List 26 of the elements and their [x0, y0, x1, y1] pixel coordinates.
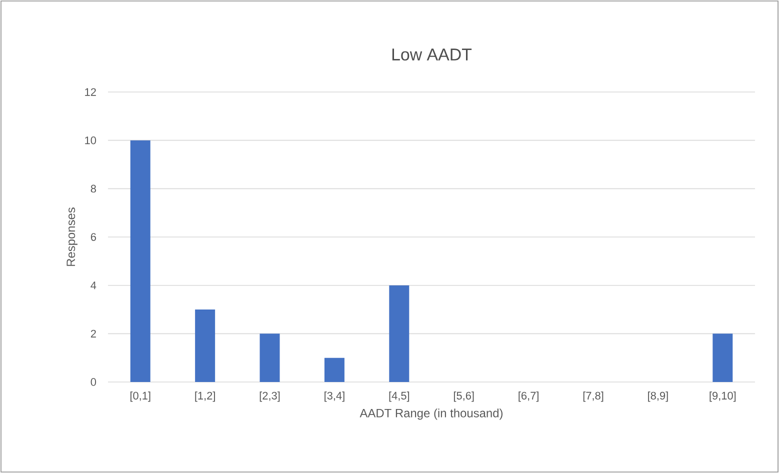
x-tick-label: [5,6]	[454, 392, 474, 402]
x-axis-title: AADT Range (in thousand)	[360, 408, 502, 420]
x-tick-label: [2,3]	[260, 392, 280, 402]
chart-title: Low AADT	[392, 48, 472, 61]
x-tick-label: [7,8]	[583, 392, 604, 402]
x-tick-label: [4,5]	[389, 392, 410, 402]
y-tick-label: 8	[90, 184, 96, 193]
y-axis-title: Responses	[66, 208, 78, 266]
x-tick-label: [0,1]	[130, 392, 150, 402]
y-tick-label: 10	[85, 136, 96, 144]
y-tick-label: 12	[85, 88, 96, 96]
bar	[712, 334, 733, 382]
x-tick-label: [8,9]	[648, 392, 668, 402]
y-tick-label: 2	[90, 330, 96, 338]
bar	[130, 140, 150, 382]
bar	[260, 334, 280, 382]
y-tick-label: 4	[90, 282, 96, 290]
x-tick-label: [3,4]	[324, 392, 344, 402]
x-tick-label: [6,7]	[518, 392, 538, 402]
bar	[195, 310, 216, 382]
bar	[324, 358, 344, 382]
y-tick-label: 0	[90, 378, 96, 386]
y-tick-label: 6	[90, 233, 96, 241]
x-tick-label: [1,2]	[195, 392, 215, 402]
bar	[389, 285, 410, 382]
x-tick-label: [9,10]	[710, 392, 736, 402]
